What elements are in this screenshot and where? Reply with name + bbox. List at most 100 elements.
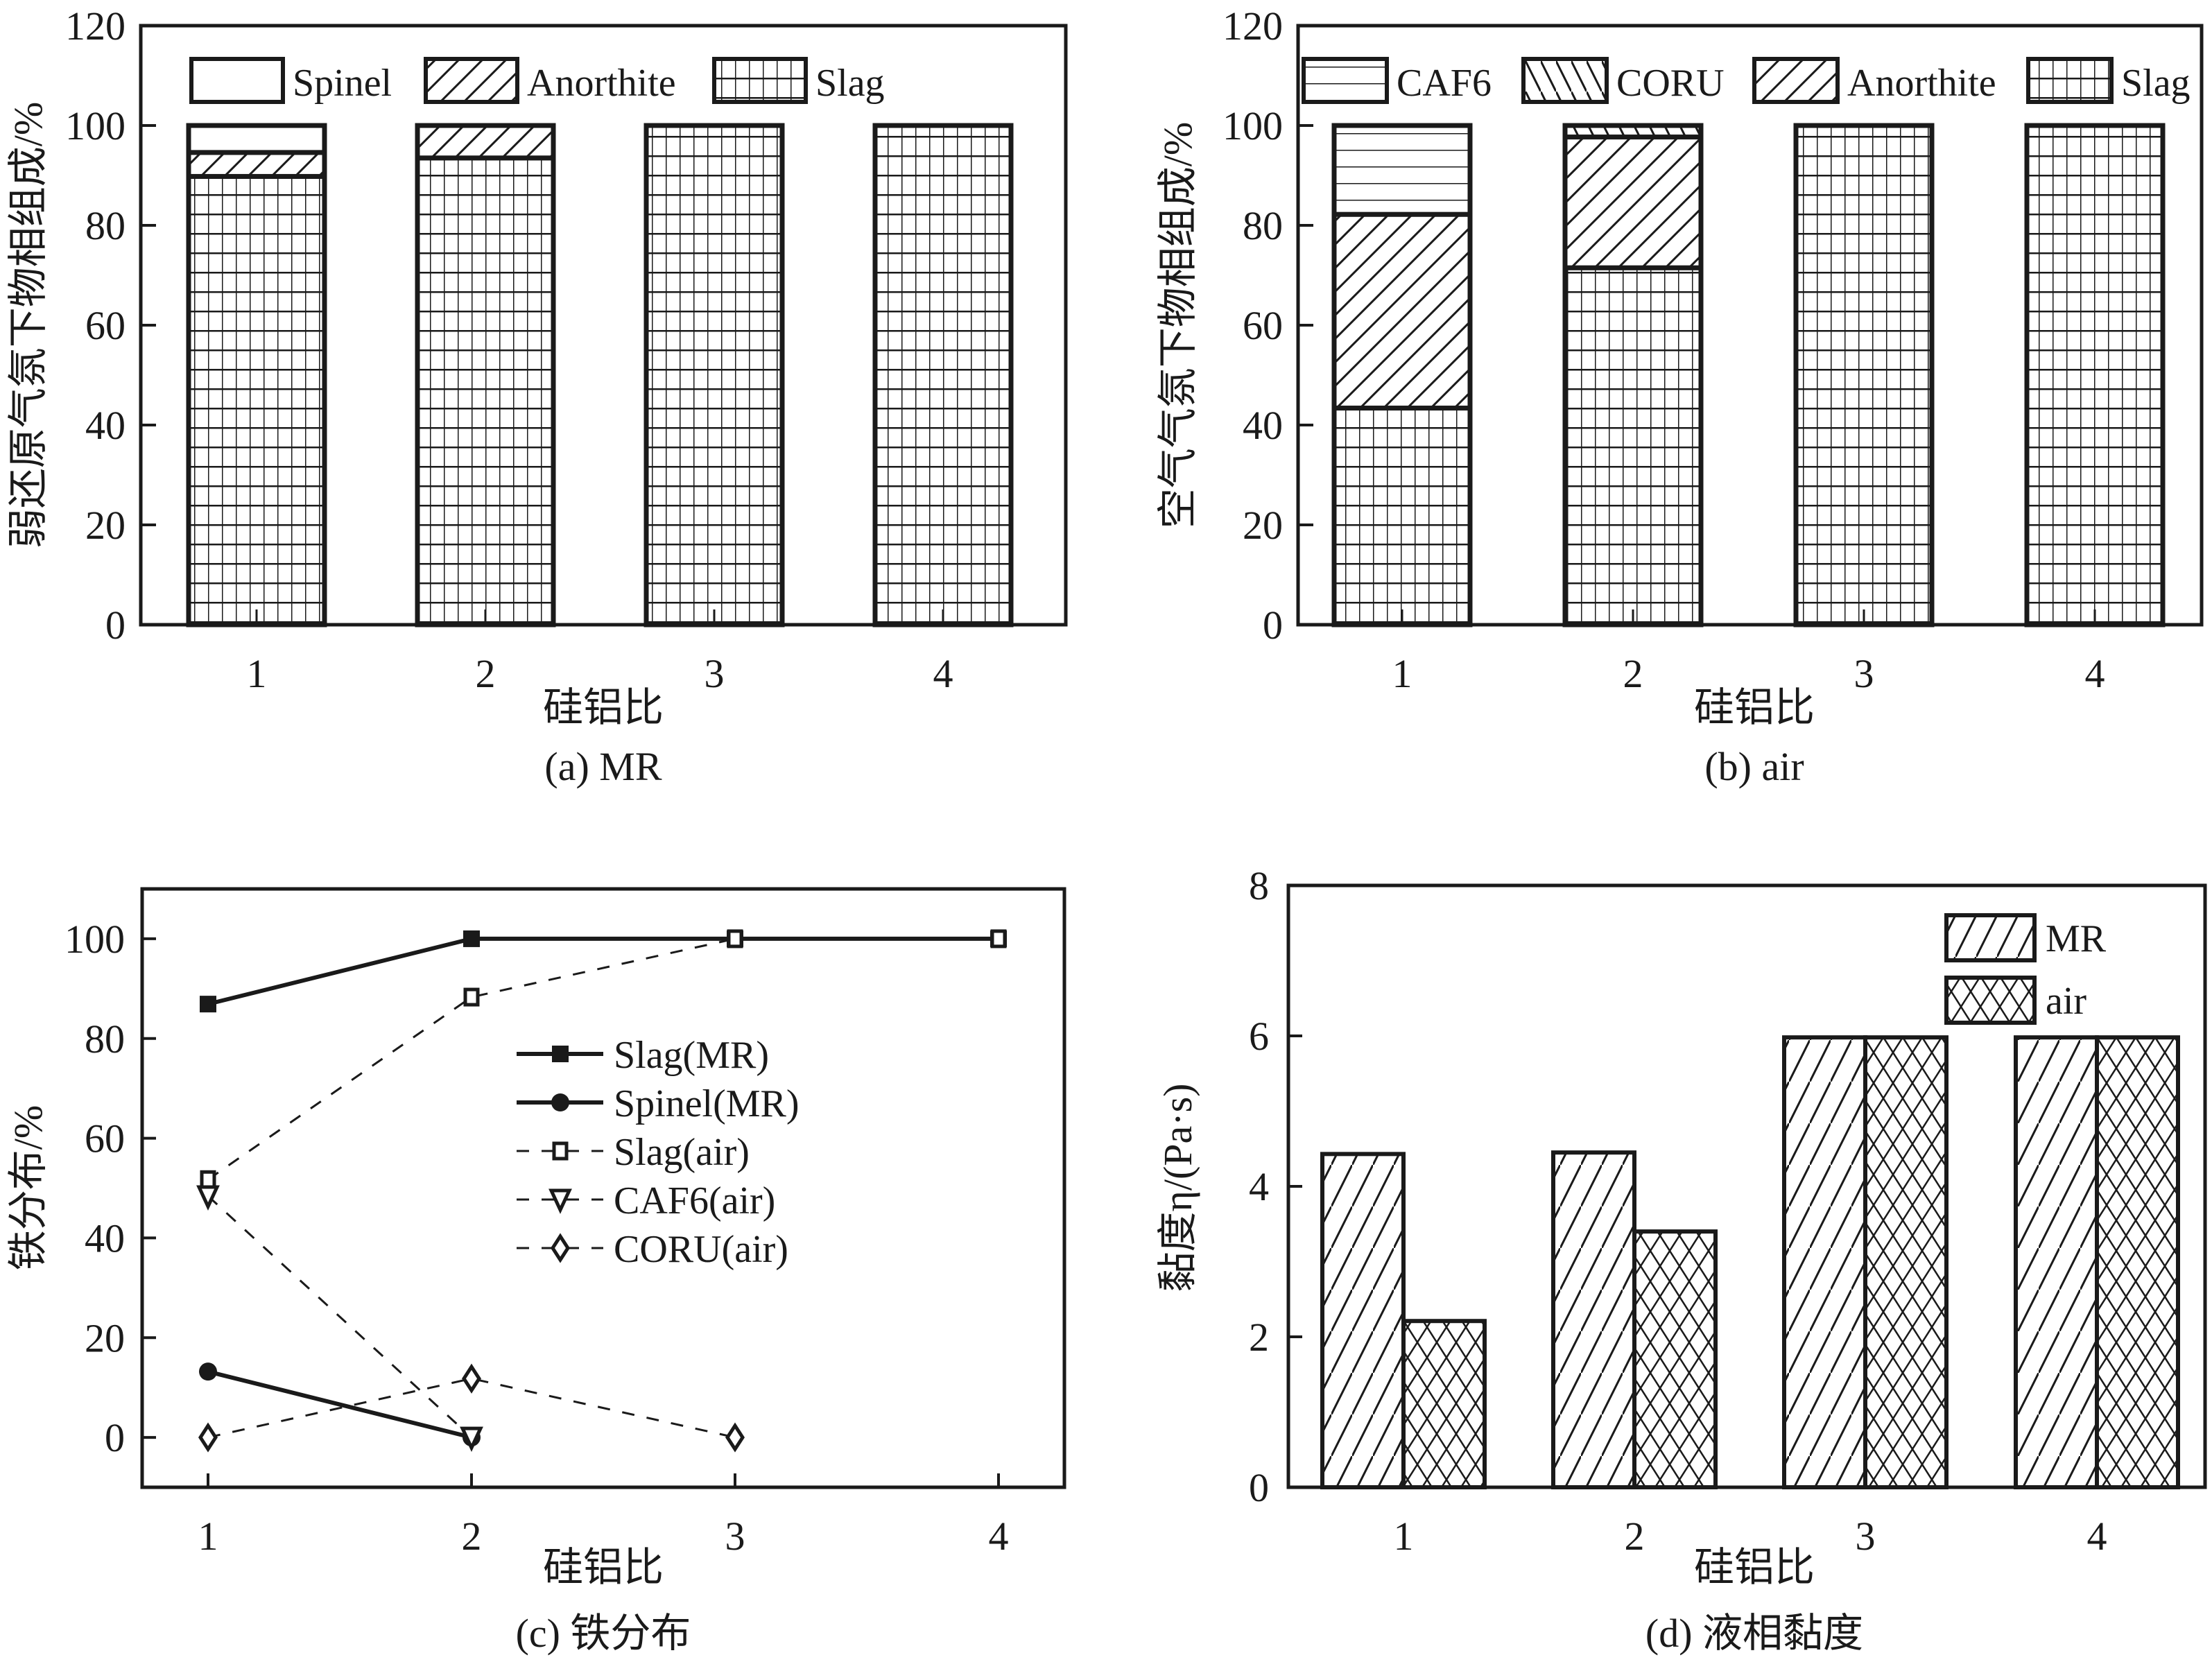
bar-mr-3 bbox=[1782, 1035, 1867, 1490]
legend-marker-1 bbox=[551, 1093, 569, 1111]
data-point-coru-air- bbox=[198, 1422, 218, 1453]
y-axis-label: 空气气氛下物相组成/% bbox=[1155, 122, 1200, 528]
legend-swatch-air bbox=[1944, 976, 2037, 1025]
bar-segment-slag-4 bbox=[2024, 123, 2166, 627]
bar-segment-slag-4 bbox=[872, 123, 1014, 627]
legend-label-slag: Slag bbox=[2121, 62, 2191, 105]
panel-caption: (b) air bbox=[1704, 744, 1804, 789]
y-tick-label: 20 bbox=[85, 503, 126, 548]
y-tick-label: 40 bbox=[1243, 403, 1283, 448]
legend-swatch-caf6 bbox=[1302, 57, 1389, 104]
x-tick-label: 1 bbox=[1392, 651, 1412, 696]
legend-label-anorthite: Anorthite bbox=[1847, 62, 1996, 105]
y-tick-label: 2 bbox=[1249, 1315, 1269, 1360]
x-tick-label: 3 bbox=[725, 1514, 745, 1559]
data-point-spinel-mr- bbox=[199, 1362, 217, 1381]
legend-swatch-slag bbox=[712, 57, 808, 104]
legend-marker-0 bbox=[552, 1046, 569, 1062]
legend-swatch-anorthite bbox=[424, 57, 519, 104]
bar-air-4 bbox=[2095, 1035, 2180, 1490]
y-axis-label: 黏度η/(Pa·s) bbox=[1155, 1084, 1200, 1292]
bar-mr-4 bbox=[2014, 1035, 2099, 1490]
x-tick-label: 4 bbox=[2087, 1514, 2107, 1559]
y-tick-label: 100 bbox=[1222, 103, 1283, 148]
legend-swatch-mr bbox=[1944, 913, 2037, 962]
y-tick-label: 60 bbox=[85, 1116, 125, 1161]
panel-d-liquid-viscosity: 0 2 4 6 8 1 2 3 4 MR air 硅铝比 黏度η/(Pa·s) (d) 液相黏度 bbox=[1155, 863, 2207, 1656]
x-tick-label: 4 bbox=[989, 1514, 1009, 1559]
x-axis-label: 硅铝比 bbox=[1694, 1545, 1815, 1590]
legend-swatch-anorthite bbox=[1752, 57, 1840, 104]
data-point-coru-air- bbox=[462, 1363, 481, 1394]
bar-segment-anorthite-2 bbox=[1562, 135, 1704, 270]
legend-marker-3 bbox=[548, 1188, 572, 1214]
y-tick-label: 40 bbox=[85, 1215, 125, 1261]
y-axis-label: 铁分布/% bbox=[6, 1105, 51, 1270]
bar-marks bbox=[1331, 123, 2166, 627]
data-point-slag-air- bbox=[727, 929, 743, 949]
y-axis-ticks: 0 20 40 60 80 100 120 bbox=[1222, 3, 1313, 648]
bar-air-3 bbox=[1863, 1035, 1949, 1490]
legend-label-mr: MR bbox=[2046, 917, 2107, 960]
y-tick-label: 120 bbox=[65, 3, 126, 49]
y-tick-label: 8 bbox=[1249, 863, 1269, 908]
bar-air-1 bbox=[1401, 1319, 1487, 1489]
x-axis-label: 硅铝比 bbox=[543, 1545, 664, 1590]
y-tick-label: 0 bbox=[105, 1415, 125, 1460]
y-tick-label: 100 bbox=[64, 917, 125, 962]
x-axis-ticks: 1 2 3 4 bbox=[1394, 1514, 2107, 1559]
x-tick-label: 2 bbox=[476, 651, 496, 696]
legend-swatch-slag bbox=[2026, 57, 2114, 104]
y-tick-label: 20 bbox=[1243, 503, 1283, 548]
y-tick-label: 60 bbox=[1243, 303, 1283, 348]
legend-label-coru: CORU bbox=[1616, 62, 1725, 105]
bar-segment-anorthite-1 bbox=[186, 150, 327, 179]
bar-segment-slag-3 bbox=[1793, 123, 1935, 627]
x-tick-label: 3 bbox=[1854, 651, 1874, 696]
x-tick-label: 2 bbox=[1623, 651, 1643, 696]
bar-segment-anorthite-2 bbox=[415, 123, 556, 161]
x-tick-label: 4 bbox=[933, 651, 953, 696]
legend-marker-2 bbox=[552, 1141, 569, 1161]
legend-label-4: CORU(air) bbox=[614, 1228, 788, 1271]
legend-label-0: Slag(MR) bbox=[614, 1034, 769, 1077]
bar-segment-spinel-1 bbox=[186, 123, 327, 155]
bar-air-2 bbox=[1632, 1229, 1718, 1489]
series-line-coru-air- bbox=[207, 1377, 736, 1439]
legend-label-anorthite: Anorthite bbox=[527, 62, 676, 105]
bar-mr-1 bbox=[1320, 1152, 1406, 1489]
bar-marks bbox=[1320, 1035, 2180, 1490]
data-point-caf6-air- bbox=[196, 1185, 220, 1211]
x-axis-ticks: 1 2 3 4 bbox=[1392, 651, 2105, 696]
legend: Spinel Anorthite Slag bbox=[189, 57, 885, 105]
x-axis-ticks: 1 2 3 4 bbox=[247, 651, 953, 696]
y-tick-label: 80 bbox=[85, 1016, 125, 1062]
y-tick-label: 60 bbox=[85, 303, 126, 348]
legend-label-1: Spinel(MR) bbox=[614, 1082, 800, 1125]
bar-segment-slag-1 bbox=[186, 173, 327, 627]
y-tick-label: 80 bbox=[85, 203, 126, 248]
data-point-coru-air- bbox=[725, 1422, 745, 1453]
bar-segment-coru-2 bbox=[1562, 123, 1704, 140]
series-line-spinel-mr- bbox=[207, 1369, 472, 1439]
panel-caption: (a) MR bbox=[544, 744, 662, 789]
legend-label-3: CAF6(air) bbox=[614, 1179, 775, 1222]
x-tick-label: 4 bbox=[2085, 651, 2105, 696]
x-axis-label: 硅铝比 bbox=[1694, 685, 1815, 730]
series-line-slag-air- bbox=[207, 937, 999, 1181]
y-tick-label: 4 bbox=[1249, 1164, 1269, 1209]
series-line-caf6-air- bbox=[207, 1195, 473, 1439]
y-axis-label: 弱还原气氛下物相组成/% bbox=[6, 102, 51, 548]
data-point-slag-mr- bbox=[200, 996, 216, 1013]
data-point-caf6-air- bbox=[460, 1426, 483, 1453]
legend-label-2: Slag(air) bbox=[614, 1131, 750, 1174]
legend-label-air: air bbox=[2046, 980, 2086, 1023]
legend: CAF6 CORU Anorthite Slag bbox=[1302, 57, 2191, 105]
bar-mr-2 bbox=[1551, 1150, 1636, 1490]
y-axis-ticks: 0 20 40 60 80 100 120 bbox=[65, 3, 156, 648]
panel-a-phase-composition-mr: 0 20 40 60 80 100 120 1 2 3 4 Spinel Anorthite Slag… bbox=[6, 3, 1068, 789]
bar-marks bbox=[186, 123, 1014, 627]
legend-marker-4 bbox=[551, 1233, 570, 1263]
